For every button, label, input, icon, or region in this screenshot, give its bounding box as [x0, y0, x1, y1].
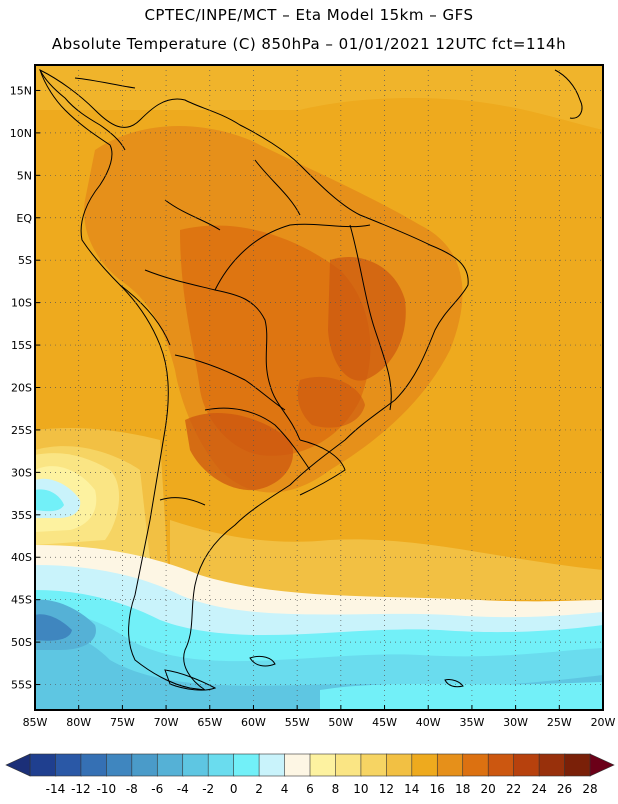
lat-tick-label: 35S	[11, 509, 32, 522]
colorbar-swatch	[564, 753, 591, 777]
lat-tick-label: 5N	[17, 169, 32, 182]
colorbar-label: 28	[582, 782, 597, 796]
colorbar-low-arrow	[5, 753, 31, 777]
lon-tick-label: 80W	[66, 716, 91, 729]
colorbar-label: 22	[506, 782, 521, 796]
colorbar-label: 2	[255, 782, 263, 796]
map-title: CPTEC/INPE/MCT – Eta Model 15km – GFS	[144, 6, 474, 24]
colorbar-label: 10	[353, 782, 368, 796]
lat-tick-label: 30S	[11, 466, 32, 479]
colorbar-swatch	[335, 753, 362, 777]
lon-tick-label: 45W	[372, 716, 397, 729]
colorbar-swatch	[309, 753, 337, 777]
colorbar-label: 16	[430, 782, 445, 796]
colorbar-swatch	[487, 753, 515, 777]
lon-tick-label: 65W	[197, 716, 222, 729]
lat-tick-label: 20S	[11, 382, 32, 395]
colorbar-swatch	[411, 753, 439, 777]
colorbar-label: 14	[404, 782, 419, 796]
lat-tick-label: 50S	[11, 636, 32, 649]
colorbar-label: 0	[230, 782, 238, 796]
colorbar-label: -14	[46, 782, 66, 796]
lon-tick-label: 30W	[503, 716, 528, 729]
colorbar-label: -4	[177, 782, 189, 796]
colorbar-swatch	[29, 753, 57, 777]
colorbar-swatch	[386, 753, 413, 777]
lon-tick-label: 60W	[241, 716, 266, 729]
lat-tick-label: 15N	[10, 84, 32, 97]
colorbar-label: -2	[202, 782, 214, 796]
colorbar-label: 4	[281, 782, 289, 796]
colorbar-swatch	[55, 753, 82, 777]
temperature-field	[35, 65, 603, 710]
colorbar-swatch	[513, 753, 540, 777]
colorbar-swatch	[436, 753, 464, 777]
lon-tick-label: 40W	[416, 716, 441, 729]
lon-tick-label: 55W	[285, 716, 310, 729]
colorbar-swatch	[258, 753, 286, 777]
lon-tick-label: 75W	[110, 716, 135, 729]
colorbar-swatch	[207, 753, 235, 777]
colorbar-swatch	[284, 753, 311, 777]
colorbar-swatch	[360, 753, 388, 777]
colorbar-swatch	[182, 753, 209, 777]
colorbar-label: -10	[97, 782, 117, 796]
colorbar-label: 24	[531, 782, 546, 796]
colorbar-label: -12	[71, 782, 91, 796]
colorbar-swatch	[462, 753, 489, 777]
lon-tick-label: 50W	[328, 716, 353, 729]
colorbar: -14 -12 -10 -8 -6 -4 -2 0 2 4 6 8 10 12 14 16 18 20 22 24 26…	[5, 753, 615, 796]
lat-tick-label: 10S	[11, 297, 32, 310]
colorbar-high-arrow	[589, 753, 615, 777]
colorbar-label: -6	[151, 782, 163, 796]
longitude-axis: 85W 80W 75W 70W 65W 60W 55W 50W 45W 40W 35W 30W 25W 2…	[23, 705, 616, 729]
colorbar-label: 12	[379, 782, 394, 796]
colorbar-label: 8	[332, 782, 340, 796]
lon-tick-label: 20W	[591, 716, 616, 729]
lat-tick-label: 15S	[11, 339, 32, 352]
colorbar-label: -8	[126, 782, 138, 796]
lon-tick-label: 35W	[459, 716, 484, 729]
colorbar-swatch	[538, 753, 566, 777]
lon-tick-label: 70W	[154, 716, 179, 729]
colorbar-label: 26	[557, 782, 572, 796]
colorbar-label: 20	[481, 782, 496, 796]
colorbar-swatch	[156, 753, 184, 777]
colorbar-swatch	[80, 753, 108, 777]
lat-tick-label: 45S	[11, 594, 32, 607]
colorbar-label: 6	[306, 782, 314, 796]
latitude-axis: 15N 10N 5N EQ 5S 10S 15S 20S 25S 30S 35S 40S 45S 50S 5…	[10, 84, 40, 692]
lat-tick-label: 5S	[18, 254, 32, 267]
lon-tick-label: 25W	[547, 716, 572, 729]
colorbar-swatch	[233, 753, 260, 777]
lat-tick-label: 40S	[11, 551, 32, 564]
map-subtitle: Absolute Temperature (C) 850hPa – 01/01/…	[51, 35, 567, 53]
lat-tick-label: 25S	[11, 424, 32, 437]
lat-tick-label: 10N	[10, 127, 32, 140]
lat-tick-label: EQ	[16, 212, 32, 225]
lat-tick-label: 55S	[11, 679, 32, 692]
colorbar-swatch	[131, 753, 159, 777]
coastlines	[39, 69, 583, 691]
colorbar-swatch	[106, 753, 133, 777]
colorbar-label: 18	[455, 782, 470, 796]
lon-tick-label: 85W	[23, 716, 48, 729]
